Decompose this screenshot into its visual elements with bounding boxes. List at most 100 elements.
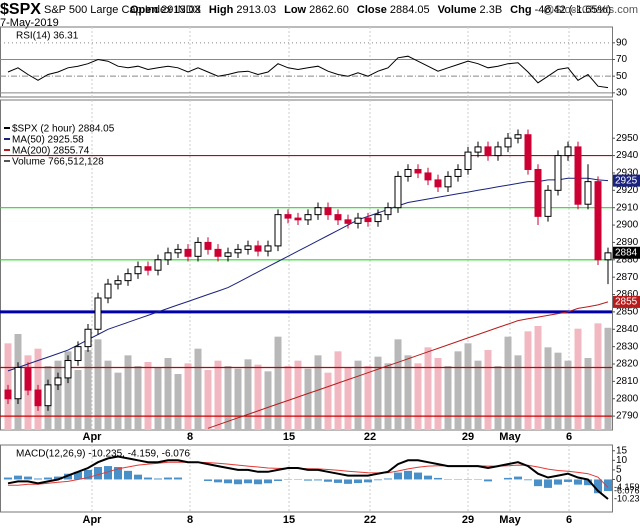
candle-body: [134, 266, 142, 275]
volume-bar: [294, 360, 302, 430]
volume-bar: [354, 360, 362, 430]
y-tick-label: 30: [616, 87, 628, 98]
volume-bar: [64, 351, 72, 430]
legend-entry: MA(200) 2855.74: [12, 146, 90, 157]
y-tick-label: 2800: [616, 393, 639, 404]
macd-histogram-bar: [404, 470, 412, 480]
macd-histogram-bar: [224, 479, 232, 484]
quote-label: Low: [284, 4, 306, 16]
volume-bar: [134, 366, 142, 430]
quote-value: -48.42 (-1.65%): [535, 4, 611, 16]
candle-body: [484, 146, 492, 157]
macd-histogram-bar: [434, 477, 442, 480]
macd-histogram-bar: [154, 478, 162, 480]
candle-body: [474, 146, 482, 153]
volume-bar: [234, 368, 242, 430]
source: @StockCharts.com: [543, 4, 638, 16]
candle-body: [14, 366, 22, 400]
y-tick-label: 2790: [616, 411, 639, 422]
candle-body: [364, 217, 372, 223]
y-tick-label: 10: [616, 455, 628, 466]
x-tick-label: May: [499, 514, 521, 526]
macd-histogram-bar: [44, 477, 52, 480]
candle-body: [314, 207, 322, 216]
quote-value: 2913.03: [236, 4, 276, 16]
candle-body: [514, 134, 522, 139]
macd-histogram-bar: [504, 477, 512, 480]
volume-bar: [454, 351, 462, 430]
x-tick-label: May: [499, 431, 521, 443]
price-tag-label: 2925: [615, 175, 638, 186]
candle-body: [324, 207, 332, 216]
panel-frame: [0, 444, 613, 513]
candle-body: [494, 146, 502, 157]
quote: Open 2913.03 High 2913.03 Low 2862.60 Close 288…: [130, 4, 611, 16]
macd-histogram-bar: [314, 479, 322, 481]
rsi-line: [7, 55, 609, 89]
macd-histogram-bar: [544, 479, 552, 488]
candle-body: [264, 245, 272, 252]
volume-bar: [334, 351, 342, 430]
y-tick-label: 2880: [616, 254, 639, 265]
volume-bar: [214, 360, 222, 430]
quote-value: 2913.03: [161, 4, 201, 16]
x-tick-label: Apr: [83, 431, 103, 443]
volume-bar: [594, 323, 602, 430]
macd-histogram-bar: [564, 479, 572, 482]
legend-swatch: [4, 160, 10, 162]
price-tag-label: 2884: [615, 247, 638, 258]
y-tick-label: 0: [616, 474, 622, 485]
candle-body: [554, 155, 562, 191]
candle-body: [284, 214, 292, 219]
volume-bar: [404, 355, 412, 430]
macd-tag: -10.23: [614, 493, 640, 503]
volume-bar: [224, 366, 232, 430]
y-tick-label: 2810: [616, 376, 639, 387]
x-tick-label: 6: [566, 431, 572, 443]
macd-histogram-bar: [114, 467, 122, 480]
candle-body: [564, 146, 572, 157]
y-tick-label: 2870: [616, 272, 639, 283]
candle-body: [464, 151, 472, 170]
macd-line: [7, 455, 609, 500]
candle-body: [574, 146, 582, 205]
volume-bar: [394, 339, 402, 430]
volume-bar: [284, 366, 292, 430]
y-tick-label: 2930: [616, 168, 639, 179]
volume-bar: [464, 343, 472, 430]
macd-tag: -6.076: [614, 485, 640, 495]
volume-bar: [504, 336, 512, 430]
ma200-line: [207, 301, 609, 429]
y-tick-label: 50: [616, 71, 628, 82]
volume-bar: [374, 356, 382, 430]
macd-histogram-bar: [254, 479, 262, 485]
quote-label: Close: [357, 4, 387, 16]
candle-body: [214, 248, 222, 257]
volume-bar: [104, 360, 112, 430]
x-tick-label: 6: [566, 514, 572, 526]
price-tag: [613, 295, 640, 308]
candle-body: [394, 175, 402, 209]
volume-bar: [584, 358, 592, 430]
volume-bar: [364, 366, 372, 430]
price-tag: [613, 174, 640, 187]
macd-histogram-bar: [524, 479, 532, 481]
candle-body: [414, 168, 422, 174]
candle-body: [4, 389, 12, 400]
macd-histogram-bar: [554, 479, 562, 485]
y-tick-label: 70: [616, 54, 628, 65]
volume-bar: [564, 360, 572, 430]
volume-bar: [274, 336, 282, 430]
x-tick-label: Apr: [83, 514, 103, 526]
candle-body: [434, 179, 442, 188]
macd-histogram-bar: [334, 479, 342, 483]
legend-swatch: [4, 149, 10, 151]
macd-histogram-bar: [374, 479, 382, 481]
candle-body: [294, 217, 302, 221]
volume-bar: [114, 372, 122, 430]
candle-body: [254, 245, 262, 252]
date: 7-May-2019: [0, 17, 59, 29]
volume-bar: [384, 363, 392, 430]
candle-body: [114, 280, 122, 285]
